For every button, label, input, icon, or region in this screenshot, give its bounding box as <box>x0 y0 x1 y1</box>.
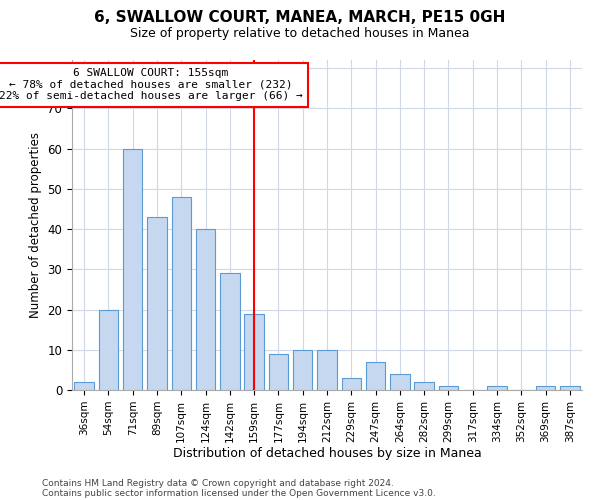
Text: 6 SWALLOW COURT: 155sqm
← 78% of detached houses are smaller (232)
22% of semi-d: 6 SWALLOW COURT: 155sqm ← 78% of detache… <box>0 68 303 102</box>
Text: Contains public sector information licensed under the Open Government Licence v3: Contains public sector information licen… <box>42 488 436 498</box>
Bar <box>536 386 555 390</box>
Text: 6, SWALLOW COURT, MANEA, MARCH, PE15 0GH: 6, SWALLOW COURT, MANEA, MARCH, PE15 0GH <box>94 10 506 25</box>
Bar <box>244 314 264 390</box>
Bar <box>74 382 94 390</box>
Bar <box>341 378 361 390</box>
Bar <box>99 310 118 390</box>
Bar <box>269 354 288 390</box>
Y-axis label: Number of detached properties: Number of detached properties <box>29 132 42 318</box>
Bar <box>439 386 458 390</box>
Bar <box>390 374 410 390</box>
Bar <box>123 148 142 390</box>
Text: Size of property relative to detached houses in Manea: Size of property relative to detached ho… <box>130 28 470 40</box>
Bar <box>293 350 313 390</box>
Bar <box>147 217 167 390</box>
X-axis label: Distribution of detached houses by size in Manea: Distribution of detached houses by size … <box>173 448 481 460</box>
Bar <box>220 274 239 390</box>
Bar <box>415 382 434 390</box>
Bar <box>487 386 507 390</box>
Bar <box>317 350 337 390</box>
Bar <box>172 197 191 390</box>
Text: Contains HM Land Registry data © Crown copyright and database right 2024.: Contains HM Land Registry data © Crown c… <box>42 478 394 488</box>
Bar <box>196 229 215 390</box>
Bar <box>560 386 580 390</box>
Bar <box>366 362 385 390</box>
